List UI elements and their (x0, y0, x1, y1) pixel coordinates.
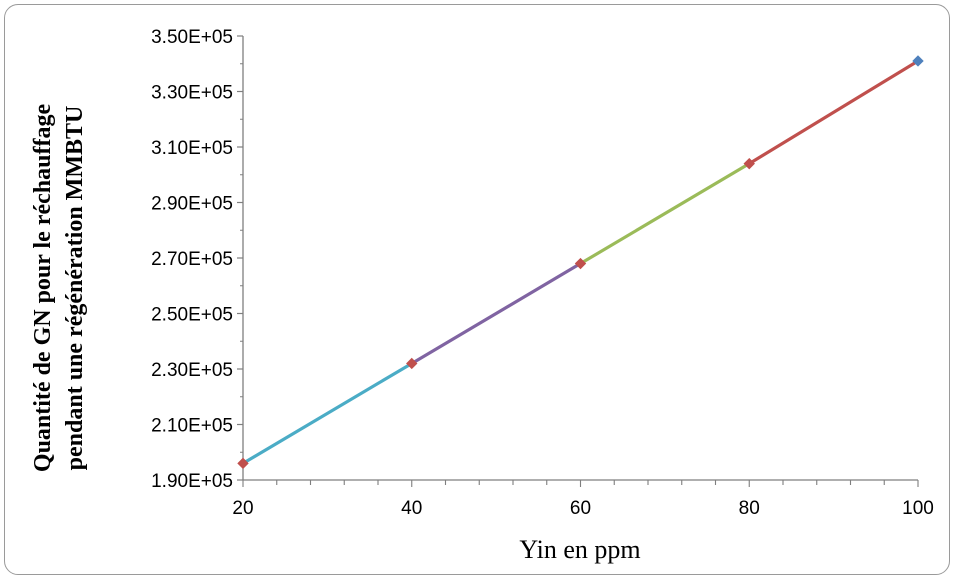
y-tick-label: 3.50E+05 (151, 27, 233, 48)
data-point-marker (743, 157, 755, 170)
series-segment (578, 162, 751, 266)
y-axis-label-line1: Quantité de GN pour le réchauffage (30, 104, 56, 473)
y-tick-label: 2.10E+05 (151, 416, 233, 437)
axes (237, 35, 919, 487)
x-tick-label: 40 (401, 498, 422, 519)
y-tick-label: 2.90E+05 (151, 194, 233, 215)
x-tick-labels: 20 40 60 80 100 (232, 498, 933, 519)
data-point-marker (574, 257, 587, 270)
y-tick-labels: 1.90E+05 2.10E+05 2.30E+05 2.50E+05 2.70E+05… (151, 27, 233, 492)
x-tick-label: 100 (902, 498, 934, 519)
y-axis-label-line2: pendant une régénération MMBTU (62, 106, 88, 471)
y-tick-label: 2.50E+05 (151, 305, 233, 326)
series-segment (747, 59, 920, 166)
series-segment (241, 361, 414, 465)
data-point-marker (912, 55, 924, 67)
y-tick-label: 1.90E+05 (151, 471, 233, 492)
series-line (241, 59, 920, 465)
y-tick-label: 2.30E+05 (151, 360, 233, 381)
data-point-marker (237, 457, 249, 470)
y-tick-label: 3.30E+05 (151, 83, 233, 104)
data-markers (237, 55, 924, 470)
x-axis-label: Yin en ppm (519, 535, 640, 564)
x-tick-label: 20 (232, 498, 253, 519)
data-point-marker (406, 357, 418, 370)
x-tick-label: 80 (739, 498, 760, 519)
y-tick-label: 2.70E+05 (151, 249, 233, 270)
series-segment (410, 261, 583, 366)
y-tick-label: 3.10E+05 (151, 138, 233, 159)
x-tick-label: 60 (570, 498, 591, 519)
